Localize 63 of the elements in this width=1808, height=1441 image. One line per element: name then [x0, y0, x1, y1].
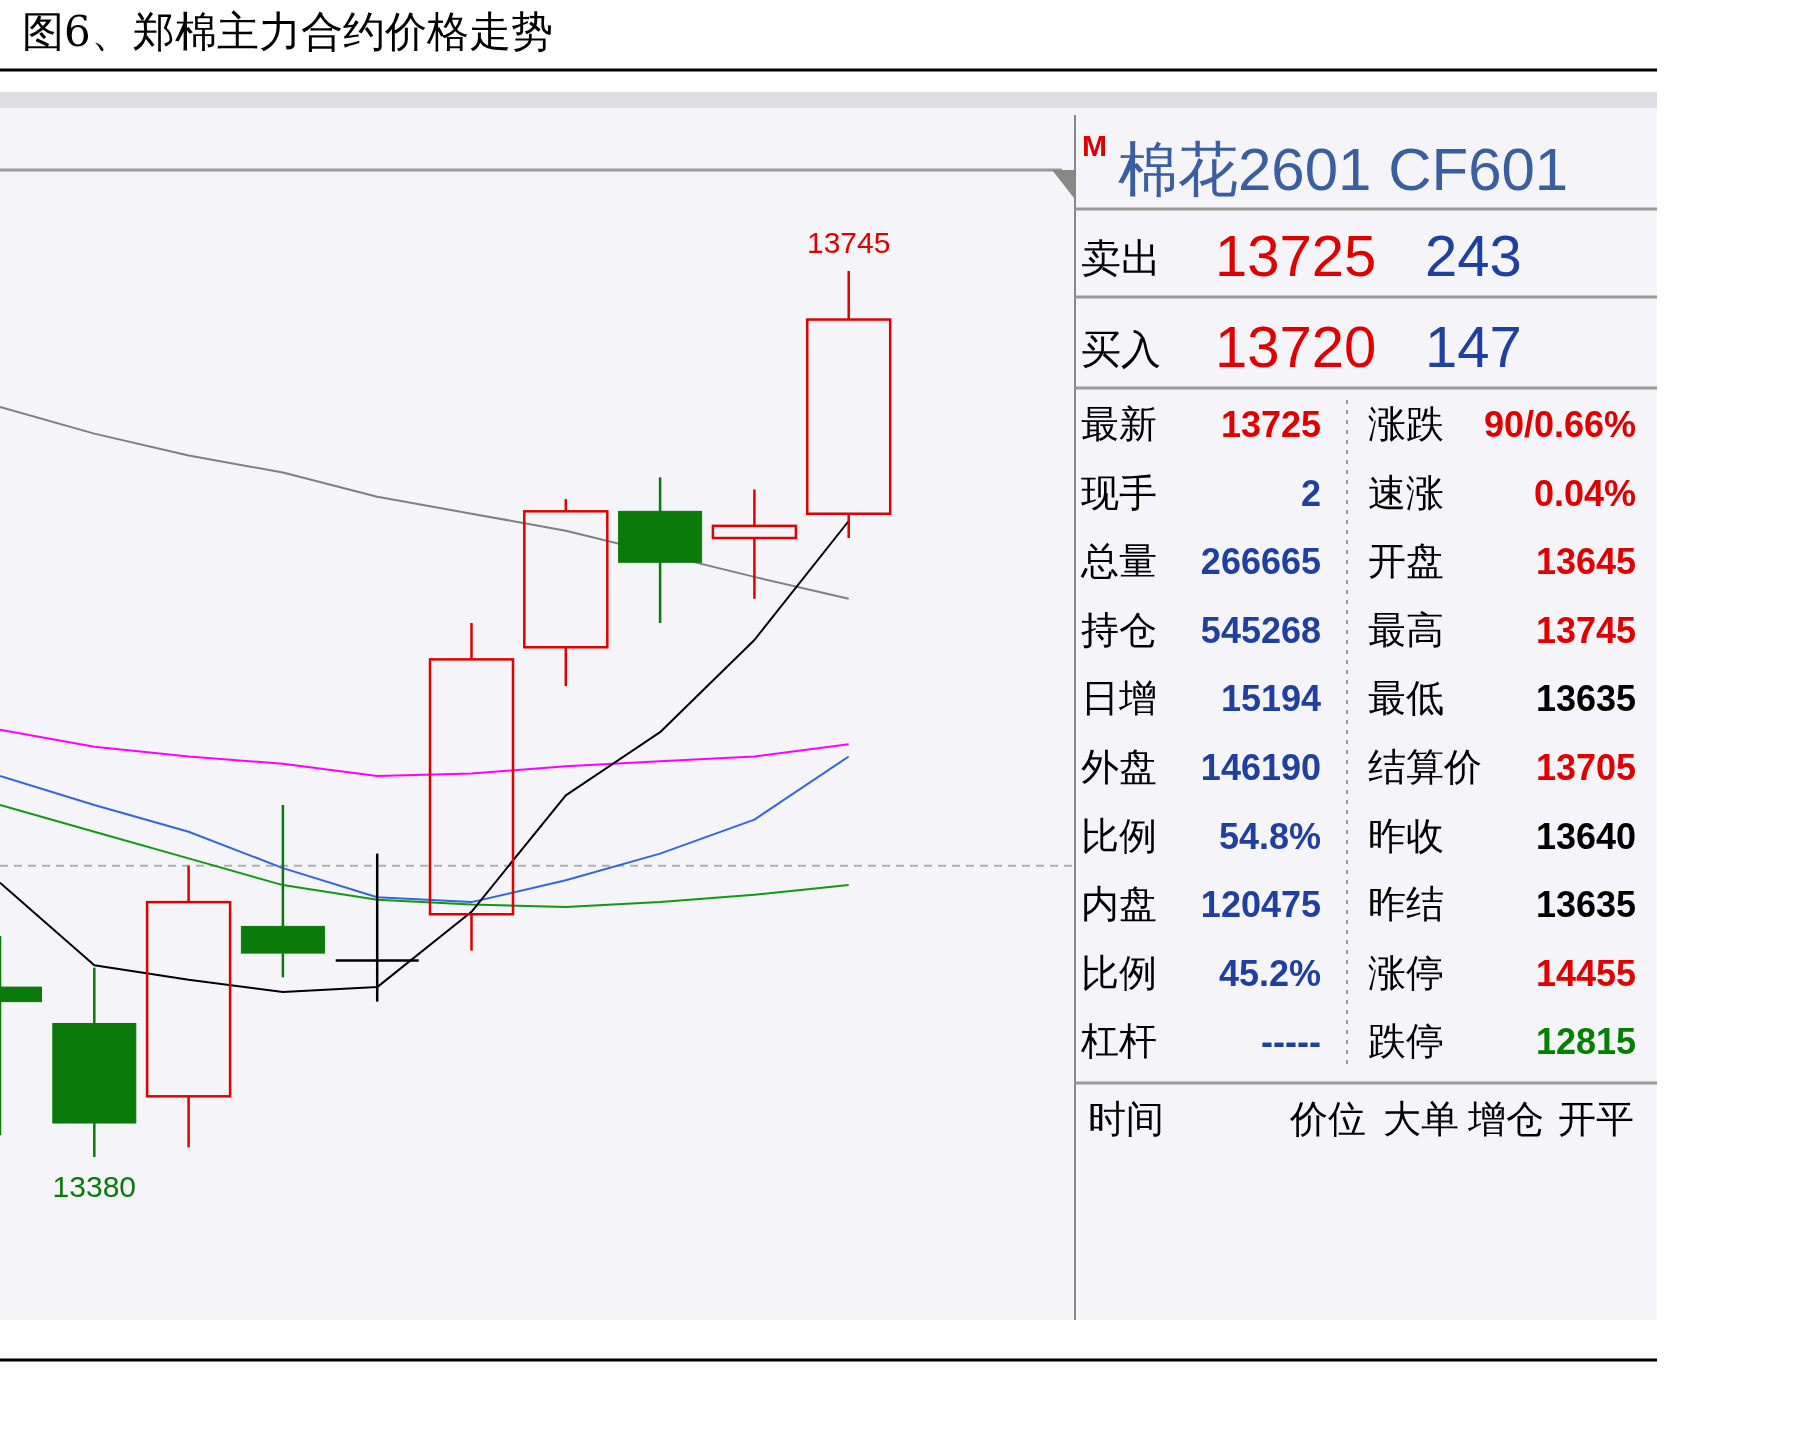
text: M — [1082, 129, 1107, 162]
text: 持仓 — [1081, 607, 1157, 652]
text: 跌停 — [1368, 1019, 1444, 1064]
text: 15194 — [1220, 678, 1321, 720]
text: 13725 — [1220, 404, 1321, 445]
text: 13725 — [1215, 223, 1377, 288]
text: 545268 — [1200, 609, 1321, 651]
candlestick — [428, 621, 515, 952]
text: 243 — [1425, 223, 1522, 288]
text: 开盘 — [1368, 539, 1444, 584]
text: 120475 — [1200, 884, 1321, 926]
text: ----- — [1261, 1021, 1321, 1063]
text: 266665 — [1200, 541, 1321, 583]
chart-title: 图6、郑棉主力合约价格走势 — [22, 7, 553, 56]
text: 棉花2601 CF601 — [1118, 136, 1569, 203]
text: 时间 — [1088, 1097, 1164, 1141]
text: 买入 — [1081, 326, 1161, 372]
text: 比例 — [1081, 950, 1157, 995]
candlestick — [618, 476, 703, 625]
text: 90/0.66% — [1483, 404, 1636, 445]
candlestick — [240, 803, 325, 979]
text: 147 — [1425, 314, 1522, 379]
text: 速涨 — [1368, 470, 1444, 515]
candlestick — [711, 488, 798, 600]
text: 比例 — [1081, 813, 1157, 858]
text: 涨停 — [1368, 950, 1444, 995]
candlestick — [52, 966, 137, 1159]
text: 昨结 — [1368, 882, 1444, 927]
candlestick — [145, 864, 232, 1149]
text: 0.04% — [1533, 472, 1636, 514]
text: 13705 — [1535, 747, 1636, 788]
text: 12815 — [1535, 1021, 1636, 1063]
text: 外盘 — [1081, 745, 1157, 789]
text: 价位 — [1289, 1097, 1366, 1141]
text: 2 — [1300, 472, 1321, 514]
text: 13640 — [1535, 815, 1636, 857]
text: 13745 — [1535, 609, 1636, 651]
text: 最低 — [1368, 676, 1444, 721]
annotation: 13745 — [806, 226, 891, 259]
annotation: 13380 — [52, 1170, 137, 1203]
text: 45.2% — [1218, 952, 1321, 994]
text: 13720 — [1215, 314, 1377, 379]
text: 总量 — [1080, 539, 1157, 584]
candlestick — [805, 269, 892, 540]
text: 杠杆 — [1080, 1019, 1157, 1064]
text: 13635 — [1535, 678, 1636, 720]
text: 146190 — [1200, 747, 1321, 788]
text: 最新 — [1081, 402, 1157, 446]
text: 54.8% — [1218, 815, 1321, 857]
text: 大单 — [1383, 1097, 1459, 1141]
text: 最高 — [1368, 607, 1444, 652]
text: 增仓 — [1467, 1097, 1544, 1141]
text: 卖出 — [1081, 235, 1161, 281]
text: 内盘 — [1081, 882, 1157, 927]
text: 涨跌 — [1368, 402, 1444, 446]
text: 开平 — [1558, 1097, 1634, 1141]
text: 13635 — [1535, 884, 1636, 926]
text: 昨收 — [1368, 813, 1444, 858]
text: 日增 — [1081, 676, 1157, 721]
text: 13645 — [1535, 541, 1636, 583]
text: 结算价 — [1368, 745, 1482, 789]
text: 现手 — [1081, 470, 1157, 515]
text: 14455 — [1535, 952, 1636, 994]
